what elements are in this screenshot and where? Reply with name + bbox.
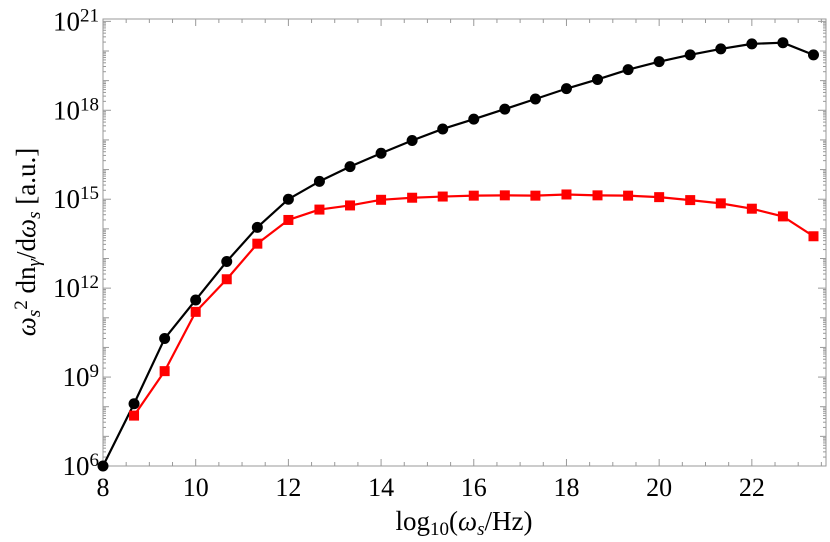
data-point-circle — [468, 113, 480, 125]
data-point-circle — [375, 147, 387, 159]
data-point-circle — [128, 398, 140, 410]
data-point-square — [592, 190, 603, 201]
x-tick-label: 12 — [275, 473, 301, 502]
data-point-square — [685, 195, 696, 206]
y-tick-label: 1021 — [53, 6, 99, 37]
x-tick-label: 18 — [553, 473, 579, 502]
data-point-square — [190, 306, 201, 317]
x-tick-label: 20 — [646, 473, 672, 502]
data-point-circle — [282, 193, 294, 205]
data-point-circle — [746, 38, 758, 50]
data-point-square — [654, 192, 665, 203]
data-point-square — [129, 410, 140, 421]
data-point-square — [437, 191, 448, 202]
y-tick-label: 106 — [63, 450, 100, 481]
data-point-square — [499, 190, 510, 201]
data-point-circle — [251, 221, 263, 233]
data-point-square — [623, 190, 634, 201]
series-line-0 — [102, 41, 814, 467]
x-tick-label: 22 — [739, 473, 765, 502]
y-axis-label: ωs2 dnγ/dωs [a.u.] — [11, 148, 45, 336]
data-point-circle — [221, 255, 233, 267]
data-point-square — [159, 366, 170, 377]
data-point-circle — [592, 73, 604, 85]
data-point-square — [376, 194, 387, 205]
data-point-square — [746, 203, 757, 214]
data-point-circle — [777, 37, 789, 49]
x-tick-label: 10 — [183, 473, 209, 502]
y-tick-label: 1018 — [53, 95, 99, 126]
series-group — [97, 37, 819, 472]
data-point-square — [345, 200, 356, 211]
data-point-square — [808, 231, 819, 242]
data-point-circle — [159, 333, 171, 345]
data-point-circle — [437, 123, 449, 135]
data-point-circle — [653, 56, 665, 68]
x-axis-label: log10(ωs/Hz) — [396, 506, 533, 540]
y-tick-label: 1012 — [53, 273, 99, 304]
data-point-square — [314, 204, 325, 215]
data-point-square — [561, 189, 572, 200]
data-point-circle — [560, 83, 572, 95]
data-point-circle — [313, 175, 325, 187]
data-point-square — [252, 238, 263, 249]
data-point-square — [468, 190, 479, 201]
data-point-square — [407, 192, 418, 203]
data-point-square — [221, 274, 232, 285]
y-tick-label: 1015 — [53, 184, 99, 215]
data-point-circle — [529, 93, 541, 105]
data-point-circle — [97, 460, 109, 472]
data-point-circle — [715, 43, 727, 55]
x-tick-label: 16 — [461, 473, 487, 502]
plot-frame — [102, 18, 827, 467]
data-point-circle — [344, 161, 356, 173]
data-point-circle — [406, 135, 418, 147]
data-point-square — [777, 211, 788, 222]
data-point-circle — [499, 103, 511, 115]
data-point-circle — [622, 64, 634, 76]
data-point-square — [283, 214, 294, 225]
series-line-1 — [133, 193, 815, 417]
data-point-circle — [190, 294, 202, 306]
x-tick-label: 8 — [97, 473, 110, 502]
y-tick-label: 109 — [63, 362, 100, 393]
x-tick-label: 14 — [368, 473, 394, 502]
data-point-circle — [684, 49, 696, 61]
data-point-circle — [807, 49, 819, 61]
data-point-square — [530, 190, 541, 201]
data-point-square — [715, 198, 726, 209]
